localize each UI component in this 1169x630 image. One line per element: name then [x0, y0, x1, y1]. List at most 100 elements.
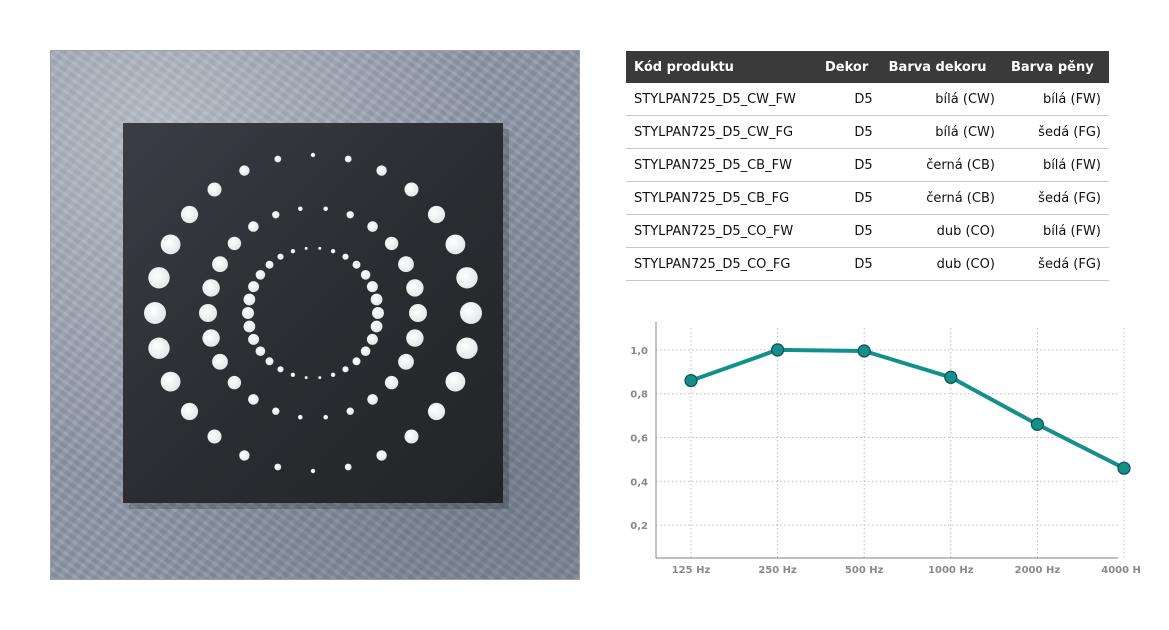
panel-hole: [199, 304, 217, 322]
panel-hole: [202, 279, 220, 297]
product-code-cell: STYLPAN725_D5_CW_FG: [626, 115, 818, 149]
hole-pattern: [144, 152, 482, 474]
foam-color-cell: bílá (FW): [1002, 148, 1109, 182]
panel-hole: [456, 337, 478, 359]
panel-hole: [398, 353, 414, 370]
foam-color-cell: bílá (FW): [1002, 83, 1109, 116]
data-point: [944, 370, 958, 384]
panel-hole: [367, 221, 378, 232]
data-point: [1030, 417, 1044, 431]
panel-hole: [404, 429, 419, 444]
foam-color-cell: bílá (FW): [1002, 214, 1109, 248]
panel-hole: [272, 407, 280, 415]
foam-color-cell: šedá (FG): [1002, 115, 1109, 149]
panel-hole: [272, 211, 280, 219]
x-tick-label: 500 Hz: [845, 565, 884, 576]
panel-hole: [212, 353, 228, 370]
panel-hole: [248, 281, 260, 293]
panel-hole: [372, 307, 384, 319]
data-point: [771, 343, 785, 357]
table-header-row: Kód produktu Dekor Barva dekoru Barva pě…: [626, 51, 1109, 83]
panel-hole: [323, 206, 329, 212]
panel-hole: [207, 182, 222, 197]
product-code-cell: STYLPAN725_D5_CW_FW: [626, 83, 818, 116]
table-row: STYLPAN725_D5_CO_FG D5 dub (CO) šedá (FG…: [626, 247, 1109, 281]
panel-hole: [290, 249, 296, 254]
y-tick-label: 1,0: [630, 346, 648, 357]
panel-hole: [318, 246, 322, 250]
panel-hole: [384, 375, 399, 390]
data-point: [857, 344, 871, 358]
panel-hole: [406, 279, 424, 297]
panel-hole: [212, 256, 228, 273]
panel-hole: [274, 155, 282, 163]
decor-cell: D5: [817, 83, 881, 116]
y-tick-label: 0,6: [630, 434, 648, 445]
x-tick-label: 2000 Hz: [1015, 565, 1061, 576]
decor-color-cell: dub (CO): [880, 214, 1003, 248]
panel-hole: [274, 463, 282, 471]
panel-hole: [370, 293, 383, 306]
panel-hole: [255, 270, 266, 280]
panel-hole: [384, 236, 399, 251]
product-spec-table: Kód produktu Dekor Barva dekoru Barva pě…: [626, 51, 1109, 281]
header-foam-color: Barva pěny: [1002, 51, 1109, 83]
panel-hole: [445, 371, 466, 392]
panel-hole: [409, 304, 427, 322]
panel-hole: [376, 450, 387, 461]
table-row: STYLPAN725_D5_CW_FG D5 bílá (CW) šedá (F…: [626, 115, 1109, 149]
panel-hole: [304, 376, 308, 380]
product-code-cell: STYLPAN725_D5_CO_FG: [626, 247, 818, 281]
y-tick-label: 0,4: [630, 477, 648, 488]
panel-hole: [346, 211, 354, 219]
panel-hole: [255, 346, 266, 357]
foam-color-cell: šedá (FG): [1002, 247, 1109, 281]
panel-hole: [366, 281, 378, 293]
panel-hole: [323, 414, 329, 420]
table-row: STYLPAN725_D5_CO_FW D5 dub (CO) bílá (FW…: [626, 214, 1109, 248]
panel-hole: [310, 468, 316, 474]
decor-cell: D5: [817, 247, 881, 281]
panel-hole: [248, 221, 259, 232]
panel-hole: [180, 205, 199, 224]
product-code-cell: STYLPAN725_D5_CB_FG: [626, 181, 818, 215]
panel-hole: [180, 402, 199, 421]
panel-hole: [404, 182, 419, 197]
panel-hole: [277, 366, 284, 373]
table-row: STYLPAN725_D5_CB_FW D5 černá (CB) bílá (…: [626, 148, 1109, 182]
decor-cell: D5: [817, 214, 881, 248]
x-tick-label: 250 Hz: [758, 565, 797, 576]
panel-hole: [427, 205, 446, 224]
product-code-cell: STYLPAN725_D5_CB_FW: [626, 148, 818, 182]
decor-color-cell: bílá (CW): [880, 115, 1003, 149]
panel-hole: [239, 450, 250, 461]
panel-hole: [239, 165, 250, 176]
acoustic-panel-image: [123, 123, 509, 509]
panel-hole: [366, 333, 378, 345]
panel-hole: [144, 302, 166, 324]
panel-hole: [265, 357, 274, 366]
panel-hole: [342, 366, 349, 373]
header-decor: Dekor: [817, 51, 881, 83]
panel-hole: [243, 293, 256, 306]
absorption-chart: 0,2 0,4 0,6 0,8 1,0 125 Hz 250 Hz 500 Hz 1000 Hz…: [630, 322, 1140, 576]
y-tick-label: 0,2: [630, 521, 648, 532]
x-tick-label: 1000 Hz: [928, 565, 974, 576]
panel-hole: [398, 256, 414, 273]
panel-hole: [160, 371, 181, 392]
panel-hole: [160, 234, 181, 255]
panel-hole: [330, 372, 336, 377]
panel-hole: [427, 402, 446, 421]
panel-hole: [406, 329, 424, 347]
panel-hole: [460, 302, 482, 324]
panel-hole: [456, 267, 478, 289]
panel-hole: [248, 394, 259, 405]
panel-hole: [318, 376, 322, 380]
panel-hole: [304, 246, 308, 250]
foam-color-cell: šedá (FG): [1002, 181, 1109, 215]
decor-cell: D5: [817, 115, 881, 149]
header-product-code: Kód produktu: [626, 51, 818, 83]
product-code-cell: STYLPAN725_D5_CO_FW: [626, 214, 818, 248]
panel-hole: [360, 346, 371, 357]
panel-hole: [148, 337, 170, 359]
